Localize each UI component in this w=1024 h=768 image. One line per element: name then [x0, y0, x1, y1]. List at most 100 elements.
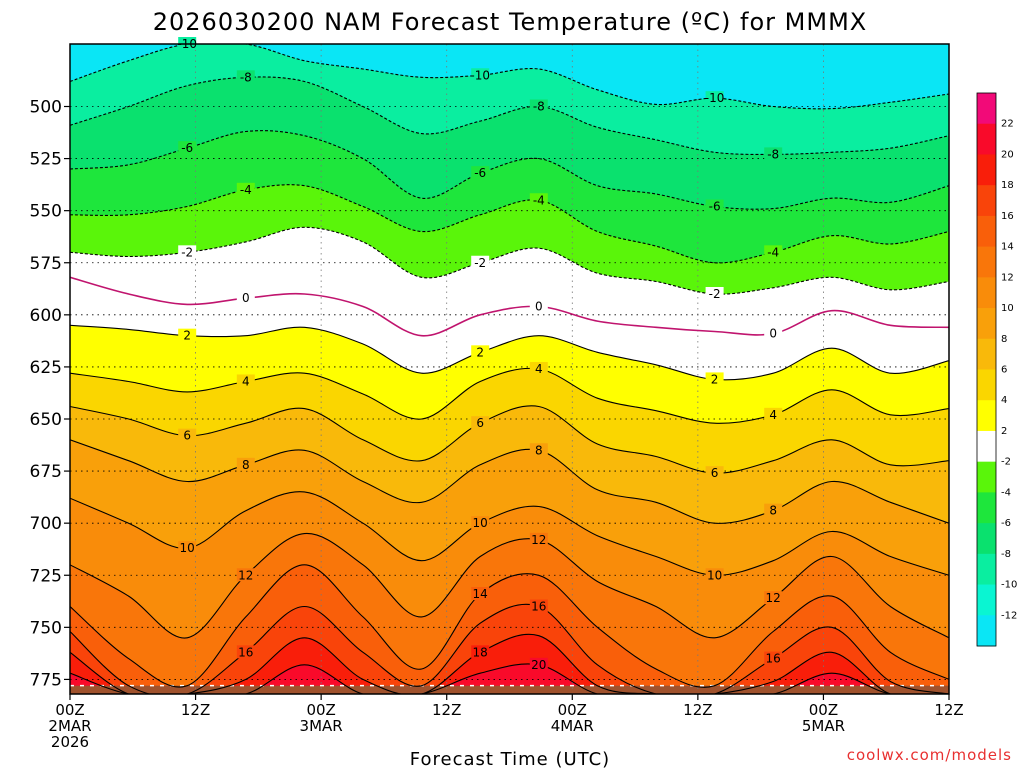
x-tick-label: 00Z [55, 701, 84, 719]
contour-label-bg [236, 70, 255, 84]
colorbar-swatch [977, 400, 996, 432]
contour-label: 2 [476, 345, 484, 359]
contour-label: 6 [476, 416, 484, 430]
colorbar-label: 16 [1001, 211, 1014, 222]
contour-label: 4 [535, 362, 543, 376]
contour-line--6 [70, 130, 949, 210]
y-tick-label: 525 [30, 150, 62, 170]
colorbar-label: 2 [1001, 426, 1007, 437]
x-tick-label: 3MAR [300, 717, 343, 735]
contour-label: -8 [767, 147, 779, 161]
contour-label: 10 [707, 568, 722, 582]
colorbar-label: 20 [1001, 149, 1014, 160]
y-tick-label: 700 [30, 514, 62, 534]
contour-label-bg [764, 245, 783, 259]
contour-label: 2 [711, 372, 719, 386]
contour-label-bg [705, 372, 724, 386]
y-tick-label: 550 [30, 202, 62, 222]
contour-line-16 [70, 603, 949, 694]
contour-line-18 [70, 633, 949, 694]
contour-label: -2 [709, 287, 721, 301]
chart-title: 2026030200 NAM Forecast Temperature (ºC)… [153, 8, 867, 36]
contour-label-bg [178, 428, 197, 442]
credit-text: coolwx.com/models [847, 746, 1012, 764]
ground-surface [70, 684, 949, 694]
colorbar-swatch [977, 246, 996, 278]
contour-label-bg [471, 645, 490, 659]
colorbar-label: 18 [1001, 180, 1014, 191]
contour-label-bg [471, 416, 490, 430]
contour-label: -10 [470, 68, 490, 82]
contour-label-bg [178, 245, 197, 259]
contour-label-bg [529, 299, 548, 313]
contour-label-bg [236, 291, 255, 305]
contour-label: -8 [240, 70, 252, 84]
x-tick-label: 2MAR [48, 717, 91, 735]
colorbar-swatch [977, 123, 996, 155]
y-tick-label: 750 [30, 618, 62, 638]
contour-label-bg [529, 193, 548, 207]
contour-label-bg [764, 591, 783, 605]
colorbar-label: 14 [1001, 242, 1014, 253]
contour-label: 0 [242, 291, 250, 305]
contour-label: -4 [240, 183, 252, 197]
contour-line--8 [70, 76, 949, 155]
contour-label: 6 [711, 466, 719, 480]
colorbar-swatch [977, 584, 996, 616]
contour-label-bg [471, 516, 490, 530]
contour-label: 0 [769, 327, 777, 341]
y-tick-label: 775 [30, 670, 62, 690]
colorbar-swatch [977, 277, 996, 309]
contour-label: 8 [242, 458, 250, 472]
contour-label: 12 [238, 568, 253, 582]
x-tick-label: 12Z [181, 701, 210, 719]
contour-label: 14 [473, 587, 488, 601]
contour-label: -6 [181, 141, 193, 155]
contour-label: -6 [474, 166, 486, 180]
contour-label-bg [764, 651, 783, 665]
surface-strip [70, 685, 949, 694]
x-tick-label: 4MAR [551, 717, 594, 735]
y-tick-label: 500 [30, 98, 62, 118]
contour-label: 20 [531, 658, 546, 672]
colorbar-label: 6 [1001, 365, 1007, 376]
colorbar-label: -2 [1001, 457, 1011, 468]
y-tick-label: 725 [30, 566, 62, 586]
colorbar-swatch [977, 553, 996, 586]
colorbar-swatch [977, 430, 996, 463]
x-tick-label: 00Z [558, 701, 587, 719]
colorbar-swatch [977, 615, 996, 647]
contour-label: 8 [769, 504, 777, 518]
contour-line-20 [70, 663, 949, 694]
contour-label: 16 [531, 600, 546, 614]
colorbar-label: 8 [1001, 334, 1007, 345]
contour-label: -4 [767, 245, 779, 259]
colorbar-label: 4 [1001, 395, 1007, 406]
x-tick-label: 12Z [934, 701, 963, 719]
x-tick-label: 00Z [809, 701, 838, 719]
y-tick-label: 575 [30, 254, 62, 274]
contour-label: 10 [180, 541, 195, 555]
contour-label-bg [705, 287, 724, 300]
colorbar-label: -8 [1001, 549, 1011, 560]
colorbar: 22 20 18 16 14 12 10 8 6 4 2 -2 -4 -6 -8 -10 -12 [976, 92, 1017, 647]
contour-label-bg [764, 147, 783, 161]
contour-label: 16 [766, 652, 781, 666]
contour-label: 0 [535, 300, 543, 314]
contour-label-bg [705, 568, 724, 582]
contour-label-bg [471, 587, 490, 600]
contour-layer [70, 44, 949, 694]
contour-line-12 [70, 533, 949, 639]
plot-frame [69, 43, 950, 695]
contour-label: 18 [473, 645, 488, 659]
y-tick-label: 675 [30, 462, 62, 482]
contour-label-bg [529, 362, 548, 375]
contour-label: 6 [183, 429, 191, 443]
contour-label-bg [236, 645, 255, 659]
colorbar-swatch [977, 492, 996, 524]
colorbar-label: 12 [1001, 272, 1014, 283]
contour-line--4 [70, 184, 949, 264]
contour-label-bg [178, 541, 197, 555]
contour-label-bg [529, 657, 548, 671]
contour-label: -8 [533, 100, 545, 114]
